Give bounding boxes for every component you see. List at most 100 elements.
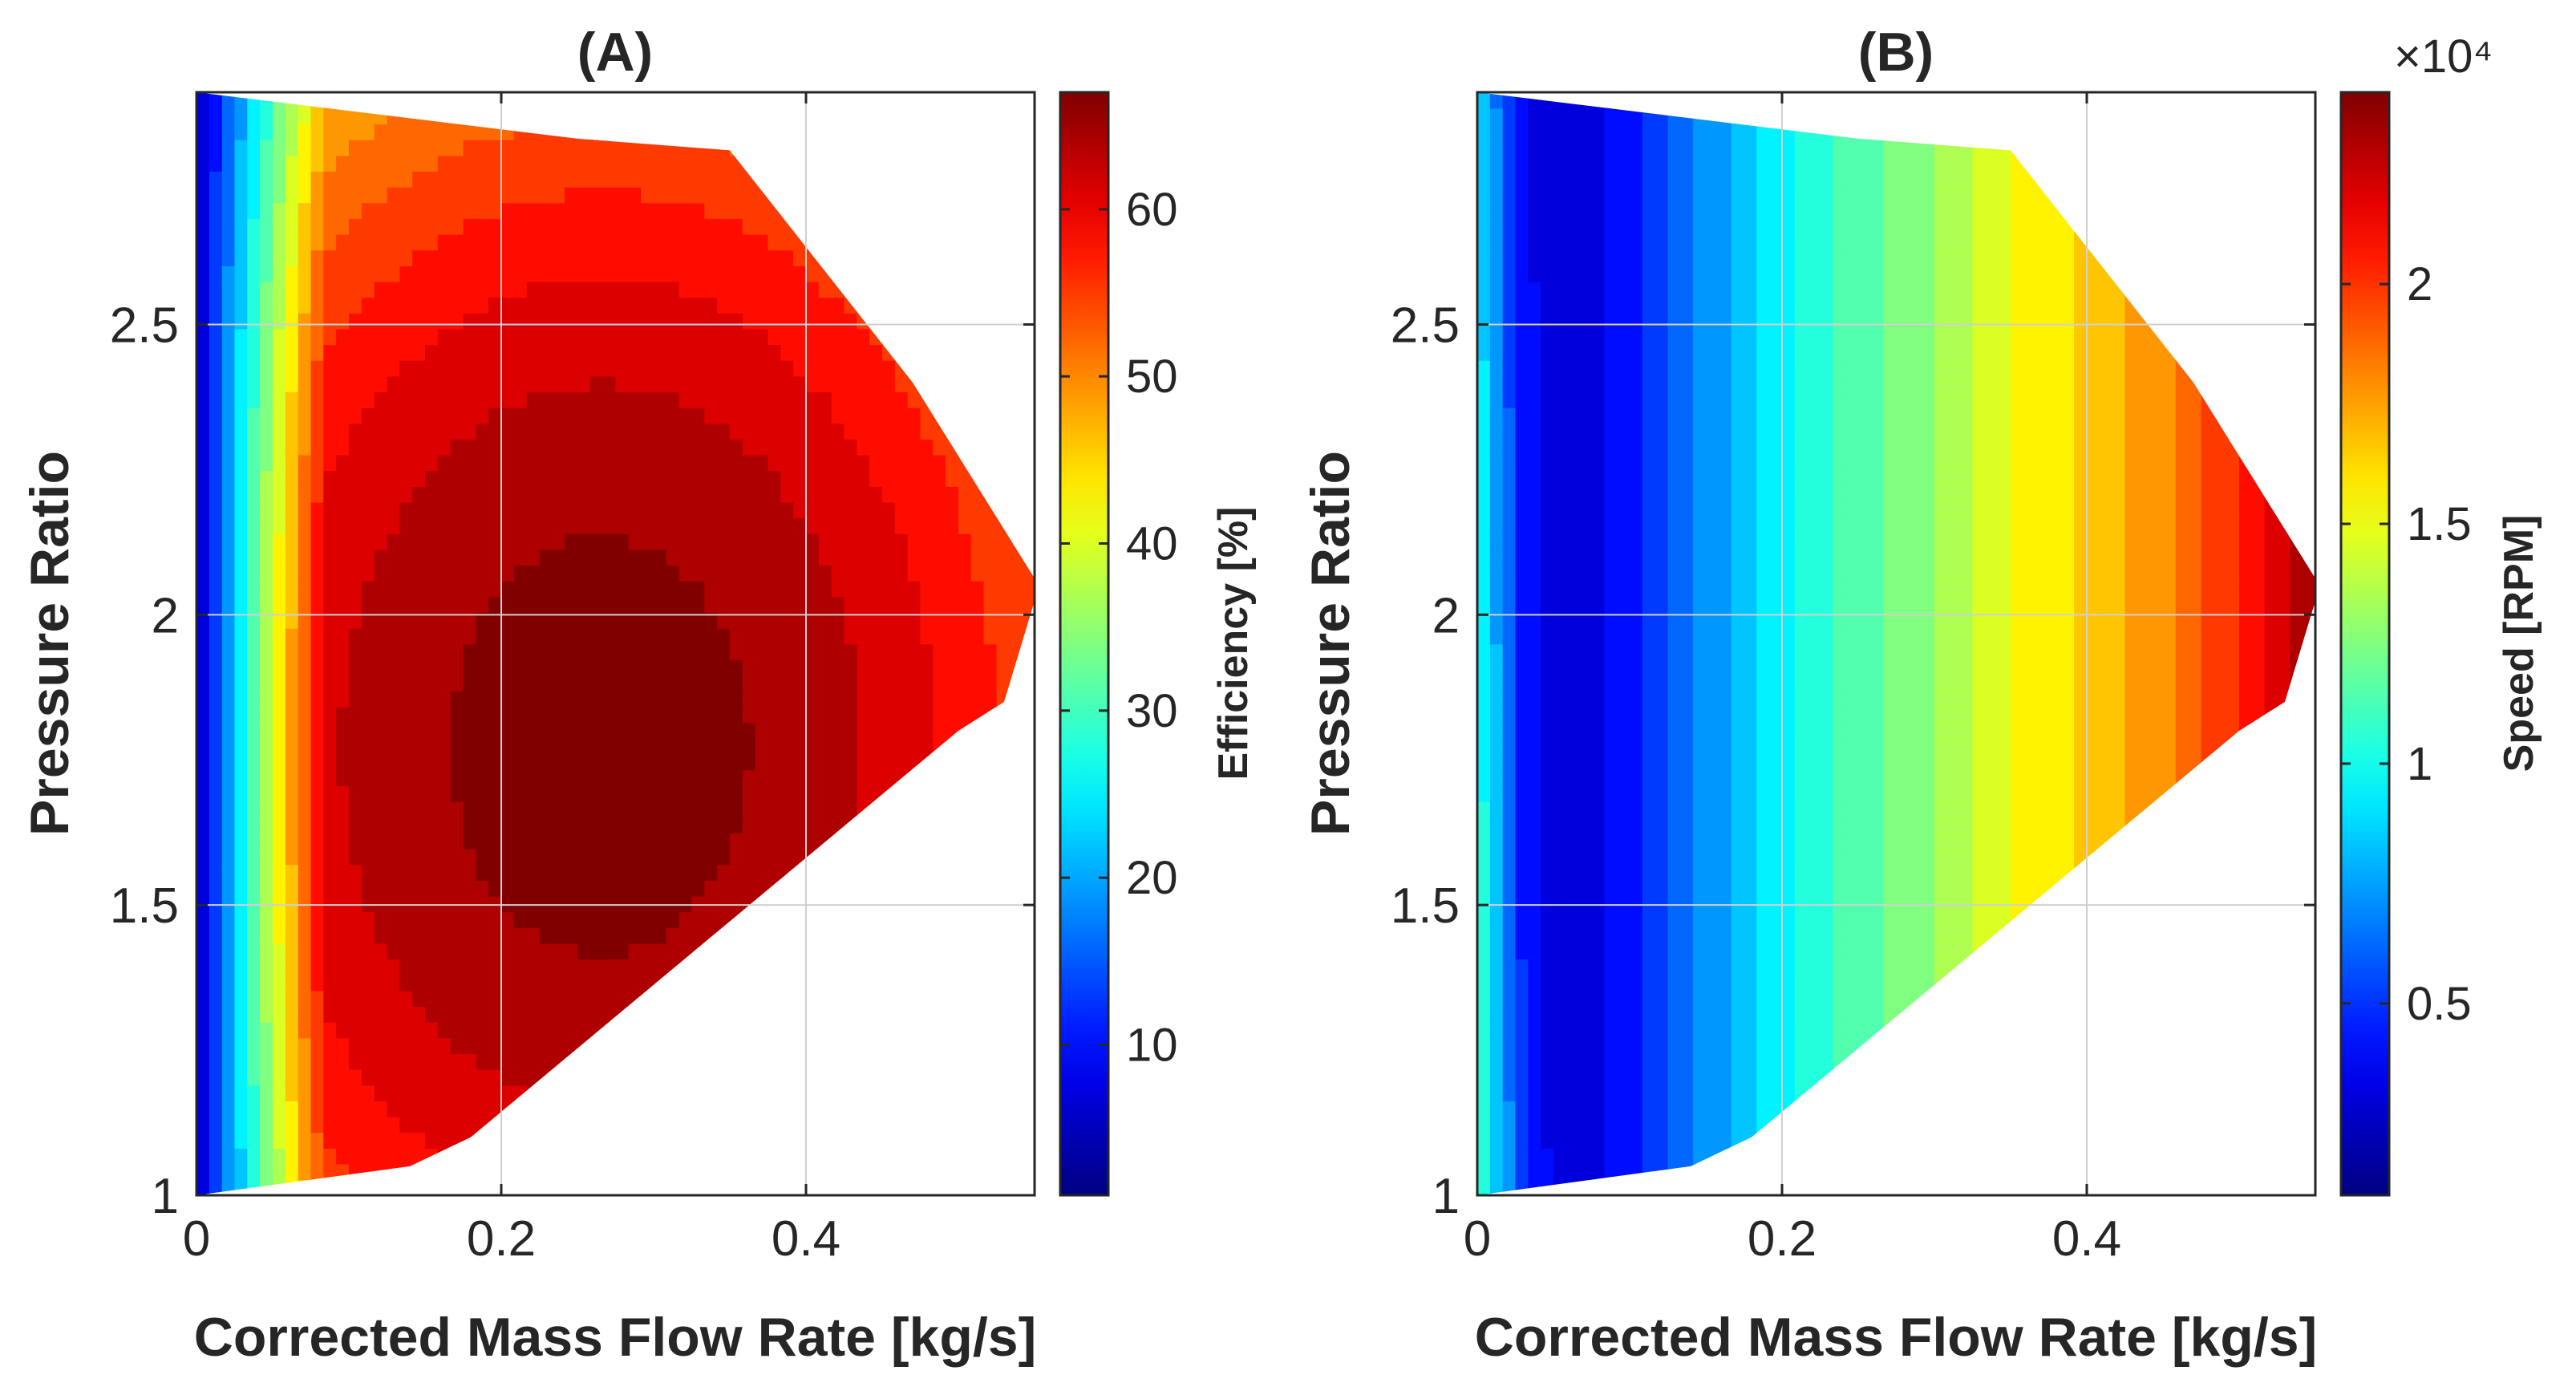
heat-cell <box>463 1037 477 1055</box>
heat-cell <box>730 722 743 740</box>
heat-cell <box>539 297 553 314</box>
heat-cell <box>678 407 693 424</box>
heat-cell <box>437 1006 452 1023</box>
heat-cell <box>1009 565 1023 582</box>
heat-cell <box>273 1021 286 1039</box>
heat-cell <box>336 895 350 913</box>
heat-cell <box>641 817 654 834</box>
heat-cell <box>691 439 706 456</box>
heat-cell <box>450 454 464 472</box>
heat-cell <box>704 202 718 219</box>
heat-cell <box>273 1037 286 1055</box>
heat-cell <box>628 281 642 298</box>
heat-cell <box>476 423 489 440</box>
heat-cell <box>1502 281 1517 298</box>
heat-cell <box>387 359 401 377</box>
heat-cell <box>361 596 375 614</box>
heat-cell <box>641 359 654 377</box>
heat-cell <box>361 139 375 156</box>
heat-cell <box>755 454 769 472</box>
heat-cell <box>1515 627 1529 645</box>
heat-cell <box>349 1085 363 1101</box>
heat-cell <box>209 895 223 913</box>
heat-cell <box>387 801 401 818</box>
heat-cell <box>615 233 630 251</box>
heat-cell <box>1502 707 1517 724</box>
heat-cell <box>730 864 743 881</box>
heat-cell <box>730 833 743 850</box>
heat-cell <box>565 328 578 346</box>
heat-cell <box>717 486 731 503</box>
heat-cell <box>425 328 439 346</box>
heat-cell <box>1502 344 1517 361</box>
heat-cell <box>412 675 426 692</box>
heat-cell <box>615 297 630 314</box>
heat-cell <box>349 186 363 204</box>
heat-cell <box>234 565 249 582</box>
heat-cell <box>589 186 604 204</box>
heat-cell <box>907 486 921 503</box>
heat-cell <box>361 1053 375 1070</box>
heat-cell <box>615 817 630 834</box>
heat-cell <box>552 754 565 771</box>
heat-cell <box>247 707 261 724</box>
heat-cell <box>450 1116 464 1133</box>
heat-cell <box>387 439 401 456</box>
heat-cell <box>196 139 210 156</box>
heat-cell <box>285 328 299 346</box>
heat-cell <box>1489 911 1504 928</box>
heat-cell <box>450 943 464 960</box>
heat-cell <box>628 233 642 251</box>
heat-cell <box>1022 596 1035 614</box>
heat-cell <box>768 596 782 614</box>
heat-cell <box>196 659 210 676</box>
heat-cell <box>298 959 312 975</box>
heat-cell <box>488 580 502 598</box>
heat-cell <box>615 359 630 377</box>
heat-cell <box>298 171 312 188</box>
heat-cell <box>513 313 528 330</box>
heat-cell <box>425 155 439 172</box>
heat-cell <box>818 785 832 802</box>
heat-cell <box>678 817 693 834</box>
heat-cell <box>666 391 680 408</box>
heat-cell <box>641 895 654 913</box>
heat-cell <box>1489 895 1504 913</box>
heat-cell <box>577 1021 591 1039</box>
heat-cell <box>412 359 426 377</box>
heat-cell <box>247 375 261 393</box>
heat-cell <box>501 155 515 172</box>
heat-cell <box>387 580 401 598</box>
heat-cell <box>539 391 553 408</box>
heat-cell <box>717 171 731 188</box>
heat-cell <box>1489 533 1504 550</box>
heat-cell <box>221 233 236 251</box>
heat-cell <box>958 501 972 519</box>
heat-cell <box>285 895 299 913</box>
heat-cell <box>336 391 350 408</box>
heat-cell <box>691 501 706 519</box>
heat-cell <box>1477 328 1491 346</box>
heat-cell <box>678 517 693 534</box>
heat-cell <box>577 943 591 960</box>
heat-cell <box>425 233 439 251</box>
heat-cell <box>526 565 541 582</box>
heat-cell <box>285 943 299 960</box>
heat-cell <box>844 344 858 361</box>
heat-cell <box>691 769 706 787</box>
heat-cell <box>730 707 743 724</box>
heat-cell <box>831 375 845 393</box>
heat-cell <box>260 313 273 330</box>
heat-cell <box>742 391 756 408</box>
heat-cell <box>450 533 464 550</box>
heat-cell <box>920 707 934 724</box>
heat-cell <box>374 1006 388 1023</box>
heat-cell <box>399 659 413 676</box>
heat-cell <box>196 754 210 771</box>
heat-cell <box>412 943 426 960</box>
heat-cell <box>273 880 286 897</box>
heat-cell <box>298 911 312 928</box>
heat-cell <box>691 186 706 204</box>
heat-cell <box>463 817 477 834</box>
heat-cell <box>488 959 502 975</box>
